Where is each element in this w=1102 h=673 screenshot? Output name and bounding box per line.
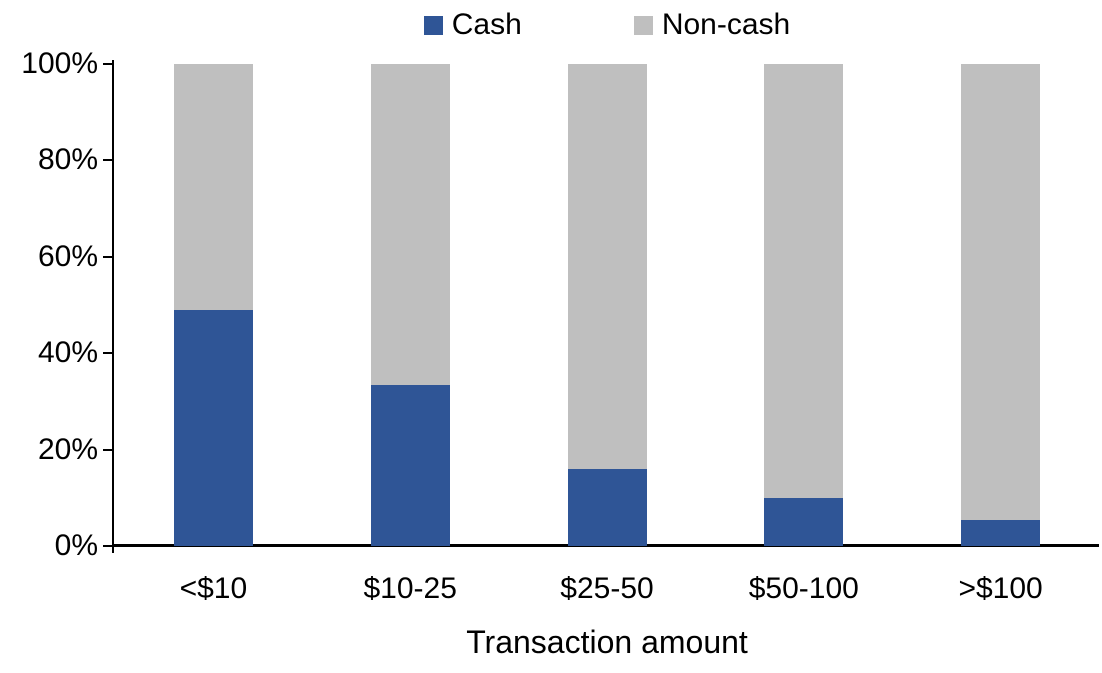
x-axis-category-label: <$10 xyxy=(179,572,248,605)
legend-item-cash: Cash xyxy=(423,8,522,41)
y-axis-tick-labels: 0% 20% 40% 60% 80% 100% xyxy=(0,47,98,562)
legend-swatch-noncash-icon xyxy=(633,15,653,35)
x-axis-title: Transaction amount xyxy=(466,624,748,660)
y-axis-tick xyxy=(103,255,112,258)
y-axis-tick-label: 80% xyxy=(37,143,98,177)
y-axis-tick-label: 0% xyxy=(54,529,98,562)
y-axis-tick-label: 20% xyxy=(37,432,98,466)
bar-segment-cash-2 xyxy=(567,468,647,546)
y-axis-tick xyxy=(103,159,112,162)
bar-segment-noncash-1 xyxy=(370,64,450,385)
x-axis-category-label: $25-50 xyxy=(560,572,654,605)
plot-area xyxy=(115,64,1099,546)
bar-segment-cash-0 xyxy=(173,309,253,546)
y-axis-line xyxy=(112,60,114,553)
x-axis-category-label: $10-25 xyxy=(363,572,457,605)
bar-segment-noncash-4 xyxy=(961,64,1041,520)
legend-label-cash: Cash xyxy=(451,8,522,41)
y-axis-tick-label: 40% xyxy=(37,336,98,370)
bar-segment-noncash-0 xyxy=(173,64,253,310)
y-axis-tick xyxy=(103,448,112,451)
bar-segment-cash-3 xyxy=(764,497,844,546)
bar-segment-cash-4 xyxy=(961,519,1041,546)
y-axis-tick xyxy=(103,63,112,65)
legend-label-noncash: Non-cash xyxy=(661,8,791,41)
y-axis-tick xyxy=(103,545,112,547)
y-axis-tick-label: 60% xyxy=(37,239,98,273)
bar-segment-noncash-3 xyxy=(764,64,844,498)
y-axis-tick xyxy=(103,352,112,355)
y-axis-tick-label: 100% xyxy=(21,47,98,80)
x-axis-category-label: >$100 xyxy=(958,572,1043,605)
bar-segment-cash-1 xyxy=(370,384,450,546)
x-axis-category-label: $50-100 xyxy=(748,572,859,605)
chart-legend: Cash Non-cash xyxy=(115,10,1099,40)
legend-item-noncash: Non-cash xyxy=(633,8,791,41)
legend-swatch-cash-icon xyxy=(423,15,443,35)
bar-segment-noncash-2 xyxy=(567,64,647,469)
